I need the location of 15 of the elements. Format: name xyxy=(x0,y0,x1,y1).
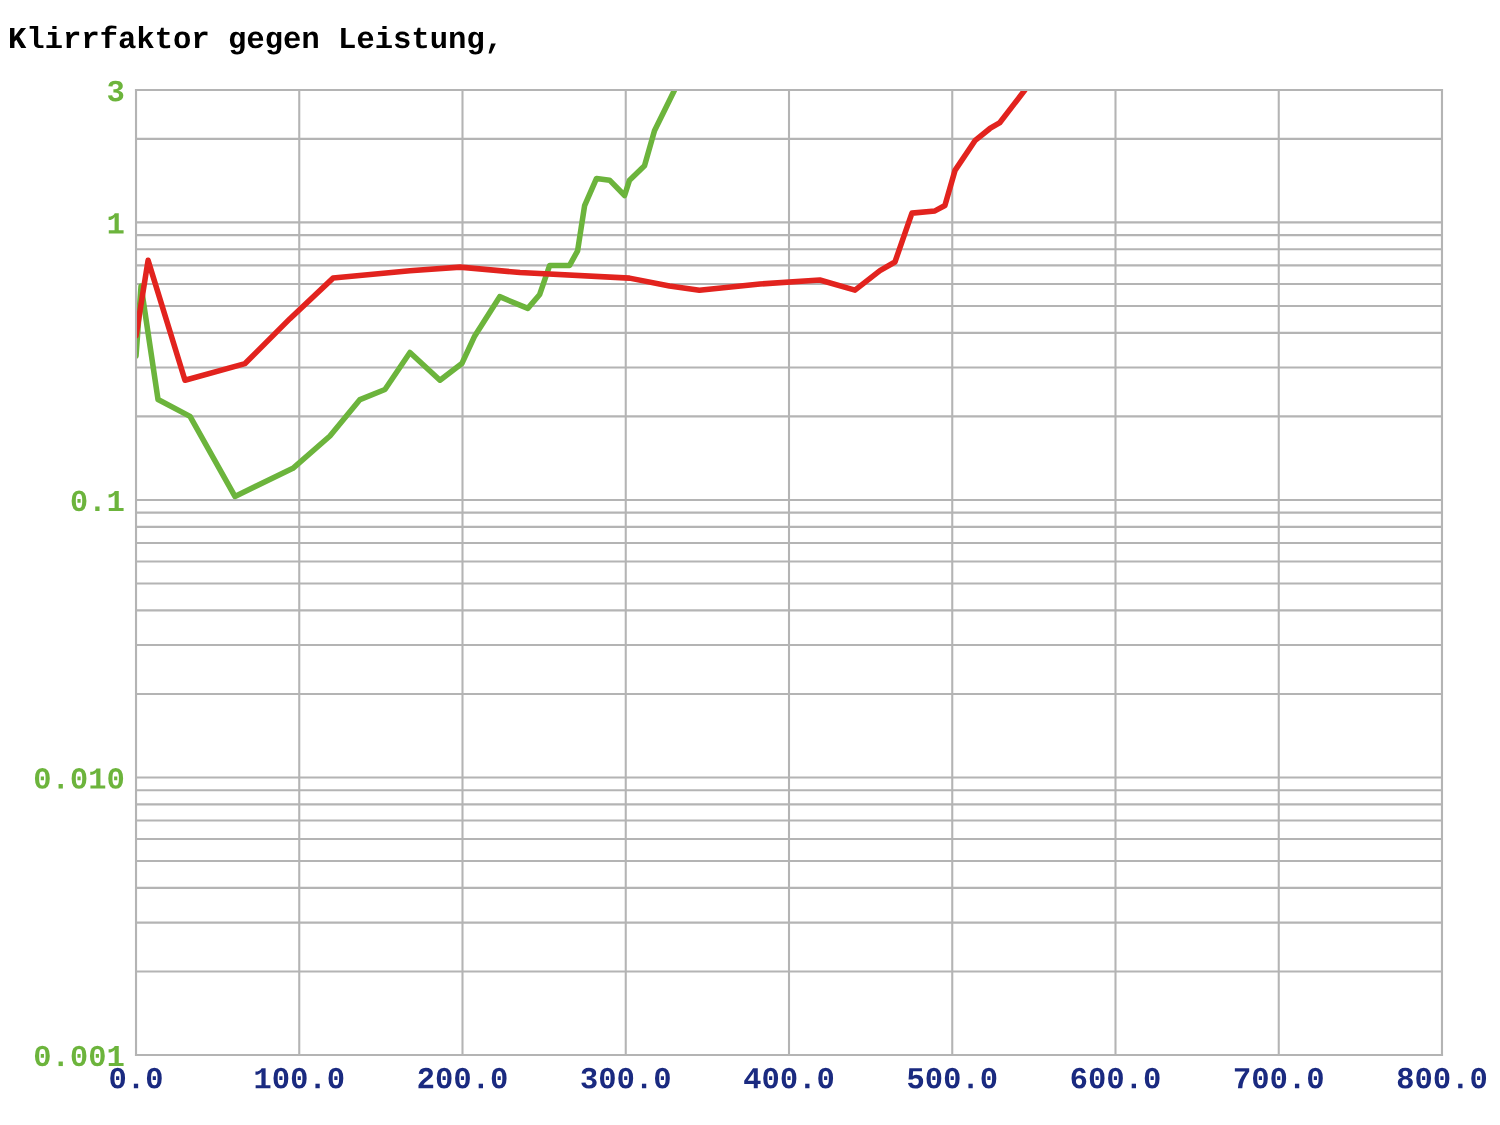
chart-title: Klirrfaktor gegen Leistung, xyxy=(10,25,496,55)
y-tick-label: 3 xyxy=(107,80,124,102)
x-tick-label: 100.0 xyxy=(255,1067,344,1089)
y-tick-label: 0.010 xyxy=(34,768,124,789)
y-tick-label: 0.1 xyxy=(71,490,124,512)
y-tick-label: 1 xyxy=(108,213,124,234)
x-tick-label: 300.0 xyxy=(581,1067,670,1089)
x-tick-label: 200.0 xyxy=(418,1067,507,1089)
x-tick-label: 500.0 xyxy=(907,1067,997,1089)
y-tick-label: 0.001 xyxy=(34,1045,124,1067)
x-tick-label: 700.0 xyxy=(1234,1067,1323,1089)
x-tick-label: 0.0 xyxy=(110,1067,162,1089)
x-tick-label: 600.0 xyxy=(1071,1067,1160,1089)
x-tick-label: 800.0 xyxy=(1397,1067,1487,1089)
x-tick-label: 400.0 xyxy=(744,1067,834,1089)
